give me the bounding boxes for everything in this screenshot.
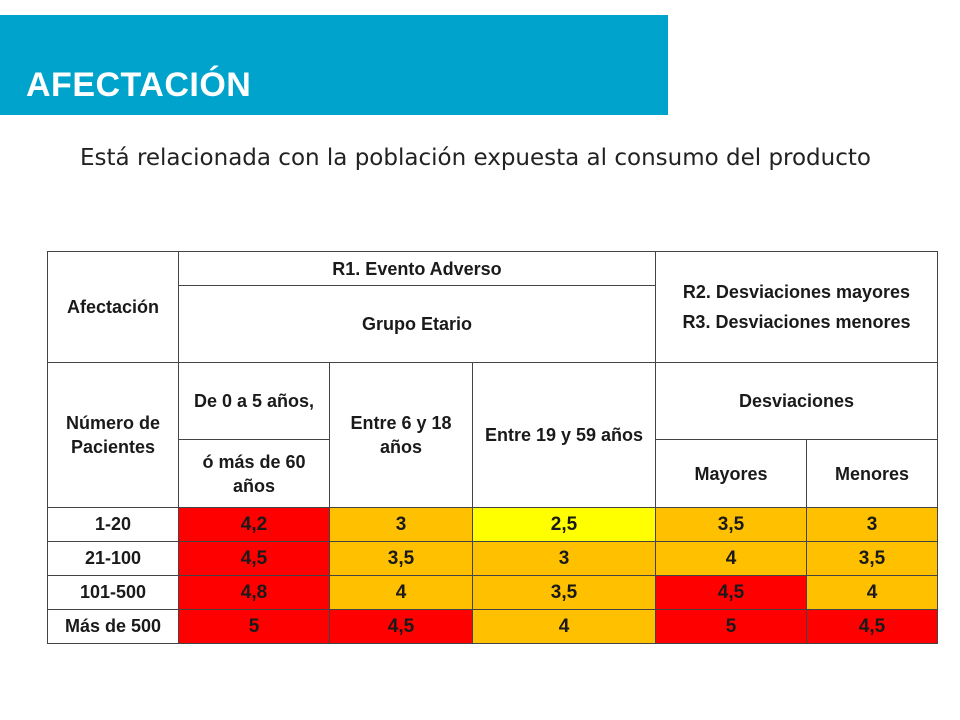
table-cell: 4,5 — [178, 541, 330, 576]
header-col-19-59: Entre 19 y 59 años — [472, 362, 656, 508]
header-afectacion: Afectación — [47, 251, 179, 363]
table-row: 21-100 4,5 3,5 3 4 3,5 — [47, 541, 938, 576]
table-row: Más de 500 5 4,5 4 5 4,5 — [47, 609, 938, 644]
table-cell: 3,5 — [806, 541, 938, 576]
row-label: Más de 500 — [47, 609, 179, 644]
header-col-0-5-a: De 0 a 5 años, — [178, 362, 330, 440]
table-cell: 4 — [806, 575, 938, 610]
table-cell: 4 — [472, 609, 656, 644]
table-cell: 5 — [178, 609, 330, 644]
header-col-0-5-b: ó más de 60 años — [178, 439, 330, 508]
header-col-0-5-b-label: ó más de 60 años — [202, 451, 306, 496]
row-label: 21-100 — [47, 541, 179, 576]
header-desviaciones: Desviaciones — [655, 362, 938, 440]
intro-text: Está relacionada con la población expues… — [80, 145, 871, 171]
table-row: 1-20 4,2 3 2,5 3,5 3 — [47, 507, 938, 542]
table-cell: 4,5 — [655, 575, 807, 610]
header-r2-r3: R2. Desviaciones mayores R3. Desviacione… — [655, 251, 938, 363]
table-cell: 3,5 — [655, 507, 807, 542]
table-cell: 4,2 — [178, 507, 330, 542]
header-col-6-18: Entre 6 y 18 años — [329, 362, 473, 508]
table-cell: 3 — [806, 507, 938, 542]
slide-title: AFECTACIÓN — [26, 66, 252, 104]
table-row: 101-500 4,8 4 3,5 4,5 4 — [47, 575, 938, 610]
table-cell: 5 — [655, 609, 807, 644]
header-r3: R3. Desviaciones menores — [682, 312, 911, 332]
header-r2: R2. Desviaciones mayores — [682, 282, 911, 302]
title-banner: AFECTACIÓN — [0, 15, 668, 115]
header-numero-pacientes-label: Número de Pacientes — [65, 413, 161, 457]
affectation-table: Afectación R1. Evento Adverso R2. Desvia… — [47, 251, 938, 644]
table-cell: 4 — [655, 541, 807, 576]
header-menores: Menores — [806, 439, 938, 508]
header-col-6-18-label: Entre 6 y 18 años — [350, 413, 452, 457]
header-mayores: Mayores — [655, 439, 807, 508]
header-r1: R1. Evento Adverso — [178, 251, 656, 286]
table-cell: 2,5 — [472, 507, 656, 542]
header-numero-pacientes: Número de Pacientes — [47, 362, 179, 508]
header-grupo-etario: Grupo Etario — [178, 285, 656, 363]
table-cell: 4 — [329, 575, 473, 610]
row-label: 1-20 — [47, 507, 179, 542]
table-cell: 3 — [329, 507, 473, 542]
row-label: 101-500 — [47, 575, 179, 610]
table-cell: 4,5 — [806, 609, 938, 644]
table-cell: 4,5 — [329, 609, 473, 644]
table-cell: 3,5 — [329, 541, 473, 576]
table-cell: 4,8 — [178, 575, 330, 610]
table-cell: 3,5 — [472, 575, 656, 610]
table-cell: 3 — [472, 541, 656, 576]
